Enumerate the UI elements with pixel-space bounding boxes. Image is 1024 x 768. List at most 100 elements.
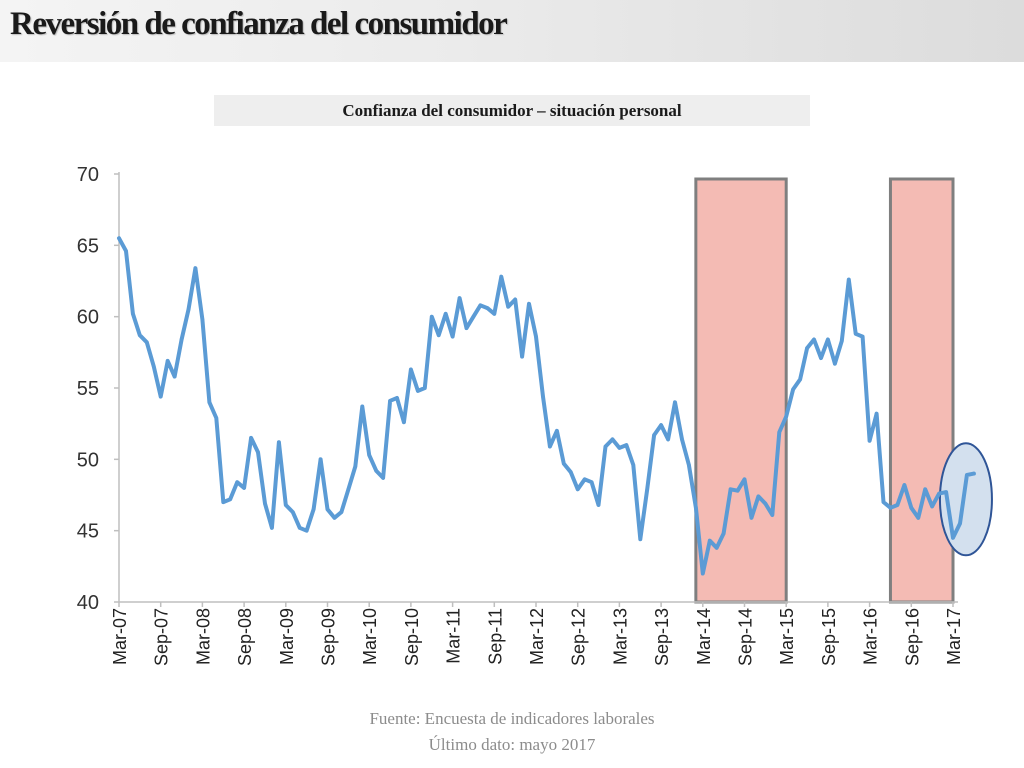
data-point xyxy=(777,430,782,435)
data-point xyxy=(721,531,726,536)
data-point xyxy=(235,480,239,484)
data-point xyxy=(499,274,504,279)
data-point xyxy=(506,304,511,309)
y-tick-label: 50 xyxy=(77,449,99,471)
data-point xyxy=(138,333,142,338)
x-tick-label: Mar-13 xyxy=(610,608,630,665)
data-point xyxy=(944,490,948,494)
y-tick-label: 70 xyxy=(77,164,99,186)
data-point xyxy=(325,507,330,512)
data-point xyxy=(402,420,406,425)
x-tick-label: Mar-14 xyxy=(694,608,714,665)
data-point xyxy=(596,503,601,507)
data-point xyxy=(249,436,253,440)
x-tick-label: Mar-07 xyxy=(110,608,130,665)
data-point xyxy=(707,538,712,543)
data-point xyxy=(165,359,170,363)
x-tick-label: Sep-16 xyxy=(902,608,922,666)
slide-title: Reversión de confianza del consumidor xyxy=(10,6,508,42)
data-point xyxy=(805,346,809,350)
data-point xyxy=(763,501,768,506)
data-point xyxy=(575,487,580,492)
data-point xyxy=(589,480,594,484)
data-point xyxy=(450,334,455,339)
data-point xyxy=(360,404,365,409)
data-point xyxy=(694,506,698,510)
data-point xyxy=(471,314,476,319)
data-point xyxy=(277,440,281,445)
data-point xyxy=(874,411,879,416)
data-point xyxy=(840,339,844,343)
data-point xyxy=(388,399,392,403)
data-point xyxy=(221,500,226,504)
data-point xyxy=(381,476,385,480)
data-point xyxy=(367,453,372,457)
y-tick-label: 40 xyxy=(77,592,99,614)
data-point xyxy=(478,303,483,308)
data-point xyxy=(346,487,351,492)
data-point xyxy=(638,537,643,542)
data-point xyxy=(242,486,246,490)
data-point xyxy=(791,387,795,392)
data-point xyxy=(193,266,198,270)
data-point xyxy=(186,307,191,312)
data-point xyxy=(582,477,587,482)
title-bar: Reversión de confianza del consumidor xyxy=(0,0,1024,62)
data-point xyxy=(603,444,608,449)
data-point xyxy=(311,507,316,512)
data-point xyxy=(958,521,962,526)
y-tick-label: 60 xyxy=(77,307,99,329)
data-point xyxy=(784,414,788,419)
data-point xyxy=(770,513,775,517)
y-tick-label: 45 xyxy=(77,521,99,543)
x-tick-label: Sep-08 xyxy=(235,608,255,666)
data-point xyxy=(645,487,649,492)
x-tick-label: Mar-11 xyxy=(444,608,464,664)
data-point xyxy=(200,317,205,322)
data-point xyxy=(270,526,274,530)
data-point xyxy=(735,488,740,493)
data-point xyxy=(395,396,399,400)
data-point xyxy=(652,433,656,437)
data-point xyxy=(902,483,907,487)
data-point xyxy=(659,423,663,427)
line-chart: 40 45 50 55 60 65 70 Mar-07 Sep-07 Mar-08 Sep-08 Ma… xyxy=(77,164,993,666)
data-point xyxy=(701,571,705,576)
data-point xyxy=(826,337,830,342)
x-tick-label: Sep-10 xyxy=(402,608,422,666)
data-point xyxy=(332,516,337,520)
source-note: Fuente: Encuesta de indicadores laborale… xyxy=(369,709,655,728)
data-point xyxy=(318,457,323,462)
data-point xyxy=(819,356,823,360)
series-line xyxy=(117,236,976,576)
x-tick-label: Mar-15 xyxy=(777,608,797,665)
data-point xyxy=(297,526,302,530)
data-point xyxy=(756,494,761,499)
data-point xyxy=(742,477,747,482)
x-tick-label: Mar-12 xyxy=(527,608,547,665)
data-point xyxy=(812,337,816,342)
data-point xyxy=(228,497,232,502)
data-point xyxy=(304,528,309,533)
x-tick-label: Sep-11 xyxy=(485,608,505,665)
data-point xyxy=(833,361,837,366)
x-tick-label: Sep-14 xyxy=(736,608,756,666)
data-point xyxy=(374,468,378,473)
data-point xyxy=(436,333,441,338)
data-point xyxy=(409,367,413,372)
data-point xyxy=(714,545,719,550)
x-tick-label: Mar-08 xyxy=(193,608,213,665)
data-point xyxy=(513,297,517,302)
data-point xyxy=(860,334,865,339)
x-tick-label: Sep-07 xyxy=(152,608,172,666)
data-point xyxy=(888,506,893,510)
data-point xyxy=(124,249,128,253)
data-point xyxy=(214,416,219,420)
data-point xyxy=(443,312,448,316)
data-point xyxy=(937,491,941,496)
data-point xyxy=(951,536,955,540)
data-point xyxy=(339,510,344,514)
x-tick-label: Sep-09 xyxy=(319,608,339,666)
data-point xyxy=(172,374,177,379)
data-point xyxy=(284,503,288,507)
